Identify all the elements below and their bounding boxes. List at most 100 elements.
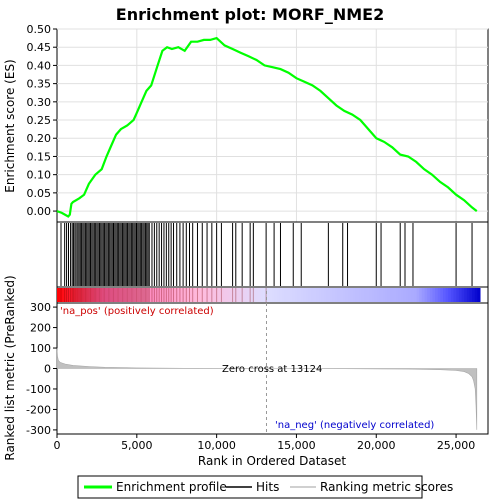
- color-bar-segment: [329, 288, 333, 302]
- color-bar-segment: [91, 288, 95, 302]
- metric-x-tick-label: 10,000: [197, 439, 236, 452]
- color-bar-segment: [427, 288, 431, 302]
- ranking-metric-area: [56, 347, 478, 430]
- color-bar-segment: [239, 288, 243, 302]
- es-y-tick-label: 0.45: [27, 41, 52, 54]
- es-grid: [57, 28, 488, 222]
- color-bar-segment: [205, 288, 209, 302]
- color-bar-segment: [374, 288, 378, 302]
- color-bar-segment: [300, 288, 304, 302]
- color-bar-segment: [250, 288, 254, 302]
- color-bar-segment: [355, 288, 359, 302]
- color-bar-segment: [67, 288, 71, 302]
- metric-y-axis-label: Ranked list metric (PreRanked): [3, 275, 17, 460]
- hits-marks: [60, 223, 473, 286]
- color-bar-segment: [437, 288, 441, 302]
- color-bar-segment: [474, 288, 478, 302]
- color-bar-segment: [326, 288, 330, 302]
- color-bar-segment: [189, 288, 193, 302]
- color-bar-segment: [162, 288, 166, 302]
- color-bar-segment: [70, 288, 74, 302]
- color-bar-segment: [88, 288, 92, 302]
- color-bar-segment: [316, 288, 320, 302]
- legend-label-hits: Hits: [256, 480, 279, 494]
- metric-x-axis-label: Rank in Ordered Dataset: [198, 454, 346, 468]
- color-bar-segment: [368, 288, 373, 302]
- color-bar-segment: [390, 288, 394, 302]
- color-bar-segment: [443, 288, 447, 302]
- color-bar-segment: [212, 288, 217, 302]
- color-bar-segment: [453, 288, 457, 302]
- color-bar-segment: [86, 288, 90, 302]
- color-bar-segment: [160, 288, 164, 302]
- color-bar-segment: [458, 288, 463, 302]
- color-bar-segment: [175, 288, 180, 302]
- color-bar-segment: [347, 288, 351, 302]
- color-bar-segment: [199, 288, 203, 302]
- color-bar-segment: [115, 288, 119, 302]
- color-bar-segment: [408, 288, 412, 302]
- color-bar-segment: [231, 288, 235, 302]
- color-bar-segment: [429, 288, 433, 302]
- color-bar-segment: [141, 288, 145, 302]
- color-bar-segment: [234, 288, 238, 302]
- color-bar-segment: [173, 288, 177, 302]
- color-bar-segment: [252, 288, 256, 302]
- enrichment-score-panel: 0.00 0.05 0.10 0.15 0.20 0.25 0.30 0.35 0.40 0.45…: [3, 23, 489, 223]
- color-bar-segment: [334, 288, 338, 302]
- color-bar-segment: [448, 288, 452, 302]
- color-bar-segment: [358, 288, 362, 302]
- color-bar-segment: [128, 288, 132, 302]
- negative-correlated-label: 'na_neg' (negatively correlated): [275, 420, 434, 431]
- color-bar-segment: [292, 288, 296, 302]
- color-bar-segment: [400, 288, 404, 302]
- color-bar-segment: [197, 288, 201, 302]
- color-bar-segment: [321, 288, 325, 302]
- es-y-tick-label: 0.00: [27, 205, 52, 218]
- metric-y-tick-label: 200: [30, 322, 51, 335]
- color-bar-segment: [345, 288, 349, 302]
- color-bar-segment: [236, 288, 240, 302]
- color-bar-segment: [324, 288, 328, 302]
- metric-y-tick-label: -100: [26, 383, 51, 396]
- color-bar-segment: [440, 288, 444, 302]
- color-bar-segment: [149, 288, 153, 302]
- color-bar-segment: [464, 288, 468, 302]
- color-bar-segment: [331, 288, 336, 302]
- es-y-tick-label: 0.30: [27, 96, 52, 109]
- color-bar-segments: [57, 288, 481, 302]
- es-y-tick-label: 0.10: [27, 169, 52, 182]
- color-bar-segment: [379, 288, 383, 302]
- color-bar-segment: [263, 288, 267, 302]
- color-bar-segment: [279, 288, 283, 302]
- color-bar-segment: [392, 288, 396, 302]
- color-bar-segment: [342, 288, 346, 302]
- es-y-tick-label: 0.40: [27, 59, 52, 72]
- color-bar-segment: [99, 288, 103, 302]
- color-bar-segment: [361, 288, 365, 302]
- color-bar-segment: [117, 288, 121, 302]
- es-y-tick-label: 0.15: [27, 150, 52, 163]
- color-bar-segment: [194, 288, 198, 302]
- color-bar-segment: [138, 288, 143, 302]
- color-bar-segment: [260, 288, 264, 302]
- color-bar-segment: [305, 288, 309, 302]
- color-bar-segment: [339, 288, 344, 302]
- color-bar-segment: [83, 288, 87, 302]
- color-bar-segment: [477, 288, 481, 302]
- metric-x-tick-label: 20,000: [357, 439, 396, 452]
- color-bar-segment: [146, 288, 151, 302]
- color-bar-segment: [152, 288, 156, 302]
- color-bar-segment: [350, 288, 354, 302]
- color-bar-segment: [435, 288, 439, 302]
- color-bar-segment: [57, 288, 61, 302]
- color-bar-segment: [337, 288, 341, 302]
- es-y-tick-label: 0.05: [27, 187, 52, 200]
- color-bar-segment: [456, 288, 460, 302]
- color-bar-segment: [101, 288, 106, 302]
- color-bar-segment: [387, 288, 391, 302]
- es-y-tick-label: 0.25: [27, 114, 52, 127]
- color-bar-segment: [226, 288, 230, 302]
- metric-y-tick-label: 0: [44, 363, 51, 376]
